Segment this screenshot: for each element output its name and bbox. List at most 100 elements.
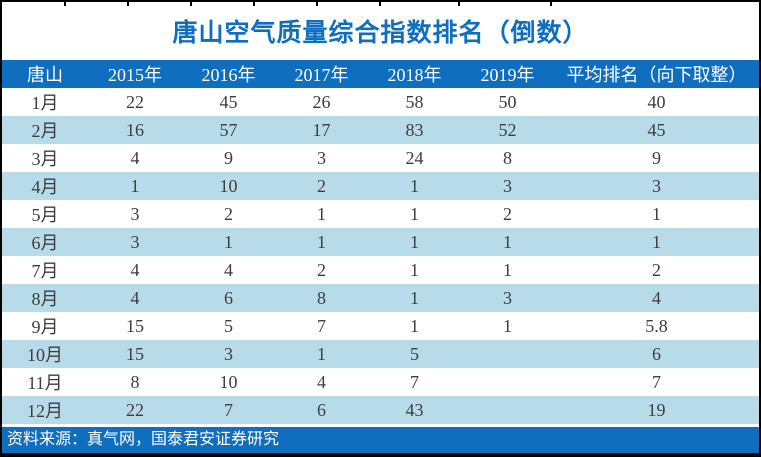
rank-value-cell: 8 [503,147,512,168]
table-row: 6月 3 1 1 1 1 1 [2,228,759,256]
rank-value-cell: 16 [88,116,182,144]
month-cell: 5月 [31,205,59,225]
table-row: 5月 3 2 1 1 2 1 [2,200,759,228]
rank-value-cell: 6 [275,396,368,424]
table-row: 12月 22 7 6 43 19 [2,396,759,424]
source-text: 资料来源：真气网，国泰君安证券研究 [7,431,280,448]
rank-value-cell: 2 [652,259,661,280]
month-cell: 8月 [2,284,88,312]
gridline-tick [190,2,192,6]
rank-value-cell: 3 [182,340,275,368]
rank-value-cell: 1 [503,259,512,280]
rank-value-cell: 5 [224,315,233,336]
rank-value-cell: 58 [405,91,424,112]
month-cell: 7月 [31,261,59,281]
month-cell: 12月 [2,396,88,424]
rank-value-cell: 1 [88,172,182,200]
rank-value-cell: 22 [88,396,182,424]
rank-value-cell: 2 [275,172,368,200]
rank-value-cell: 83 [368,116,461,144]
rank-value-cell: 43 [368,396,461,424]
month-cell: 1月 [31,93,59,113]
title-area: 唐山空气质量综合指数排名（倒数） [2,2,759,60]
rank-value-cell: 6 [554,340,759,368]
gridline-tick [64,2,66,6]
column-header-average: 平均排名（向下取整） [554,60,759,88]
rank-value-cell: 3 [130,203,140,224]
rank-value-cell: 4 [88,284,182,312]
table-header-row: 唐山 2015年 2016年 2017年 2018年 2019年 平均排名（向下… [2,60,759,88]
table-body: 1月 22 45 26 58 50 40 2月 16 57 17 83 52 45 3月 4 9 3 24 8 9 4月 1… [2,88,759,424]
column-header-city: 唐山 [2,60,88,88]
rank-value-cell: 1 [410,315,419,336]
table-row: 1月 22 45 26 58 50 40 [2,88,759,116]
rank-value-cell: 9 [224,147,233,168]
month-cell: 9月 [31,317,59,337]
rank-value-cell: 45 [554,116,759,144]
month-cell: 6月 [2,228,88,256]
rank-value-cell: 5.8 [645,315,668,336]
rank-value-cell: 10 [219,371,238,392]
rank-value-cell: 1 [368,172,461,200]
rank-value-cell: 7 [182,396,275,424]
gridline-tick [316,2,318,6]
rank-value-cell: 45 [219,91,238,112]
rank-value-cell: 1 [554,228,759,256]
ranking-table: 唐山 2015年 2016年 2017年 2018年 2019年 平均排名（向下… [2,60,759,424]
table-row: 2月 16 57 17 83 52 45 [2,116,759,144]
rank-value-cell: 4 [224,259,233,280]
source-bar: 资料来源：真气网，国泰君安证券研究 [2,427,759,453]
rank-value-cell: 10 [182,172,275,200]
rank-value-cell: 3 [461,172,554,200]
rank-value-cell: 2 [317,259,326,280]
gridline-tick [379,2,381,6]
rank-value-cell: 1 [503,315,512,336]
rank-value-cell: 15 [126,315,144,336]
gridline-tick [458,2,460,6]
rank-value-cell: 7 [652,371,661,392]
rank-value-cell: 26 [312,91,331,112]
rank-value-cell: 7 [317,315,326,336]
rank-value-cell: 2 [503,203,512,224]
table-row: 3月 4 9 3 24 8 9 [2,144,759,172]
rank-value-cell: 1 [368,284,461,312]
rank-value-cell: 3 [317,147,326,168]
rank-value-cell: 1 [317,203,326,224]
table-row: 4月 1 10 2 1 3 3 [2,172,759,200]
table-row: 7月 4 4 2 1 1 2 [2,256,759,284]
rank-value-cell: 57 [182,116,275,144]
rank-value-cell: 8 [130,371,140,392]
table-row: 9月 15 5 7 1 1 5.8 [2,312,759,340]
table-header: 唐山 2015年 2016年 2017年 2018年 2019年 平均排名（向下… [2,60,759,88]
column-header-2016: 2016年 [182,60,275,88]
column-header-2015: 2015年 [88,60,182,88]
month-cell: 11月 [27,373,63,393]
column-header-2017: 2017年 [275,60,368,88]
rank-value-cell: 2 [224,203,233,224]
rank-value-cell: 1 [182,228,275,256]
page-title: 唐山空气质量综合指数排名（倒数） [172,20,589,47]
column-header-2019: 2019年 [461,60,554,88]
rank-value-cell: 40 [647,91,666,112]
rank-value-cell: 1 [410,259,419,280]
month-cell: 10月 [2,340,88,368]
month-cell: 4月 [2,172,88,200]
rank-value-cell: 52 [461,116,554,144]
rank-value-cell: 9 [652,147,661,168]
rank-value-cell: 5 [368,340,461,368]
rank-value-cell: 50 [498,91,517,112]
table-row: 8月 4 6 8 1 3 4 [2,284,759,312]
rank-value-cell: 1 [461,228,554,256]
rank-value-cell: 3 [554,172,759,200]
rank-value-cell: 1 [368,228,461,256]
month-cell: 3月 [31,149,59,169]
rank-value-cell: 19 [554,396,759,424]
column-header-2018: 2018年 [368,60,461,88]
rank-value-cell: 17 [275,116,368,144]
rank-value-cell: 4 [317,371,326,392]
rank-value-cell: 7 [410,371,419,392]
table-row: 11月 8 10 4 7 7 [2,368,759,396]
month-cell: 2月 [2,116,88,144]
gridline-tick [550,2,552,6]
